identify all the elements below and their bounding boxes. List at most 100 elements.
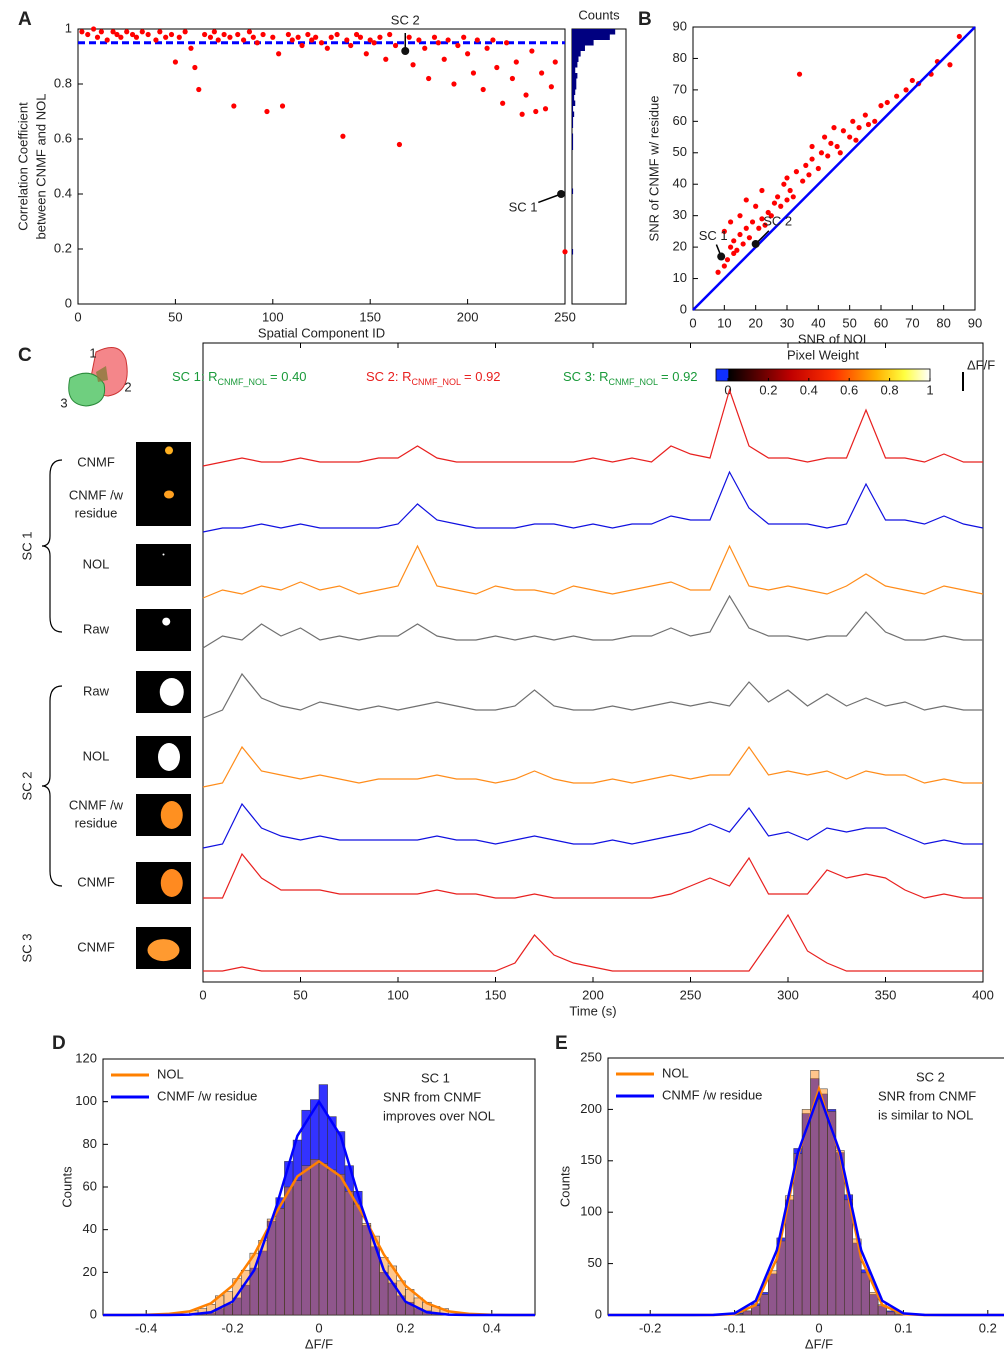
data-point	[344, 37, 350, 43]
colorbar-tick-label: 0.6	[840, 382, 858, 397]
data-point	[775, 194, 781, 200]
data-point	[728, 244, 734, 250]
data-point	[182, 29, 188, 35]
data-point	[153, 37, 159, 43]
row-label: residue	[75, 815, 118, 830]
plot-frame	[571, 28, 627, 305]
legend-label: CNMF /w residue	[157, 1088, 257, 1103]
annotation: is similar to NOL	[878, 1107, 973, 1122]
x-tick-label: -0.2	[221, 1320, 243, 1335]
data-point	[734, 247, 740, 253]
data-point	[840, 128, 847, 134]
row-label: CNMF	[77, 939, 115, 954]
count-bar	[572, 40, 594, 46]
x-tick-label: 350	[875, 987, 897, 1002]
data-point	[309, 37, 315, 43]
data-point	[894, 93, 900, 99]
data-point	[90, 26, 97, 32]
x-tick-label: 200	[457, 309, 479, 324]
data-point	[728, 219, 734, 225]
trace	[202, 470, 984, 533]
x-tick-label: 300	[777, 987, 799, 1002]
header-value: = 0.92	[464, 369, 501, 384]
panel-label: B	[638, 9, 652, 30]
histogram-bar	[310, 1159, 320, 1316]
count-bar	[572, 56, 579, 62]
y-tick-label: 1	[65, 20, 72, 35]
data-point	[784, 175, 790, 181]
fit-curve	[103, 1099, 535, 1317]
fit-curve	[103, 1159, 535, 1317]
count-bar	[572, 78, 577, 84]
row-label: NOL	[83, 556, 110, 571]
data-point	[533, 108, 539, 115]
x-tick-label: 0	[74, 309, 81, 324]
data-point	[289, 37, 295, 43]
y-tick-label: 0	[90, 1306, 97, 1321]
plot-frame	[692, 26, 976, 311]
component-label: 3	[60, 395, 67, 410]
data-point	[509, 75, 516, 82]
identity-line	[692, 26, 976, 311]
y-tick-label: 50	[673, 144, 687, 159]
x-tick-label: 100	[387, 987, 409, 1002]
y-tick-label: 250	[580, 1049, 602, 1064]
y-tick-label: 90	[673, 18, 687, 33]
data-point	[426, 75, 432, 82]
annotation: improves over NOL	[383, 1108, 495, 1123]
data-point	[796, 71, 803, 77]
x-tick-label: 90	[968, 315, 982, 330]
data-point	[340, 133, 346, 139]
thumbnail-blob	[162, 617, 171, 626]
x-tick-label: 70	[905, 315, 919, 330]
data-point	[387, 31, 393, 38]
colorbar-tick-label: 1	[926, 382, 933, 397]
data-point	[353, 31, 360, 38]
data-point	[270, 34, 276, 40]
y-tick-label: 150	[580, 1152, 602, 1167]
row-label: Raw	[83, 621, 110, 636]
colorbar-tick-label: 0.4	[800, 382, 818, 397]
histogram-bar	[818, 1088, 828, 1316]
group-brace	[41, 685, 63, 887]
data-point	[124, 29, 130, 35]
count-bar	[572, 73, 578, 79]
data-point	[865, 121, 872, 128]
thumbnail-blob	[160, 869, 183, 897]
data-point	[793, 169, 800, 175]
y-tick-label: 0.4	[54, 185, 72, 200]
thumbnail-blob	[162, 553, 165, 556]
data-point	[872, 118, 878, 124]
data-point	[406, 34, 412, 40]
data-point	[737, 231, 743, 238]
thumbnail-blob	[147, 939, 180, 962]
data-point	[157, 29, 163, 35]
data-point	[759, 187, 765, 194]
data-point	[254, 40, 260, 46]
data-point	[188, 45, 194, 51]
count-bar	[572, 45, 585, 51]
histogram-bar	[336, 1173, 346, 1316]
data-point	[542, 106, 549, 112]
y-axis-label: Correlation Coefficient	[15, 102, 30, 231]
x-tick-label: 60	[874, 315, 888, 330]
count-bar	[572, 106, 574, 112]
trace	[202, 802, 983, 849]
row-label: Raw	[83, 683, 110, 698]
data-point	[529, 48, 535, 54]
data-point	[318, 40, 325, 46]
data-point	[809, 143, 815, 150]
x-tick-label: 0.4	[483, 1320, 501, 1335]
header-subscript: CNMF_NOL	[412, 377, 462, 387]
histogram-bar	[379, 1257, 389, 1316]
colorbar	[715, 368, 931, 382]
panel-label: A	[18, 9, 32, 30]
x-tick-label: 0	[689, 315, 696, 330]
y-tick-label: 0.6	[54, 130, 72, 145]
data-point	[348, 42, 354, 49]
histogram-bar	[869, 1292, 879, 1316]
x-axis-label: Time (s)	[569, 1003, 616, 1018]
y-tick-label: 60	[673, 113, 687, 128]
count-bar	[572, 188, 574, 194]
thumbnail-blob	[164, 490, 174, 499]
